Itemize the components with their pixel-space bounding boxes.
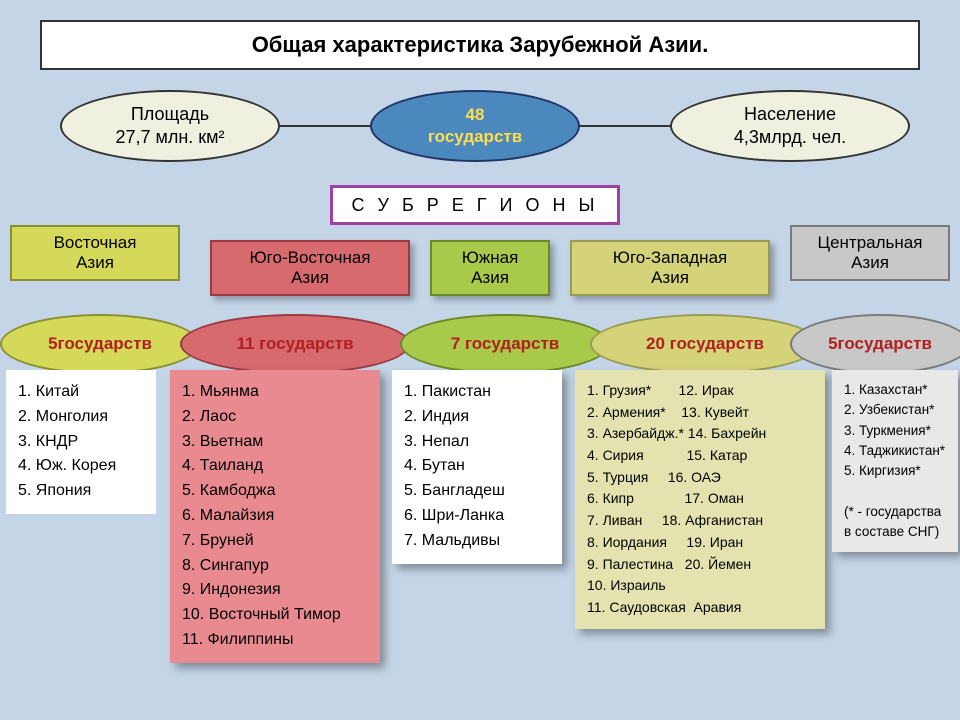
area-value: 27,7 млн. км² (115, 126, 224, 149)
page-title: Общая характеристика Зарубежной Азии. (40, 20, 920, 70)
country-list-cent: 1. Казахстан* 2. Узбекистан* 3. Туркмени… (832, 370, 958, 552)
states-label: государств (428, 126, 522, 148)
area-label: Площадь (131, 103, 209, 126)
country-list-south: 1. Пакистан 2. Индия 3. Непал 4. Бутан 5… (392, 370, 562, 564)
region-box-cent: ЦентральнаяАзия (790, 225, 950, 281)
connector-line (578, 125, 672, 127)
population-value: 4,3млрд. чел. (734, 126, 846, 149)
region-box-sw: Юго-ЗападнаяАзия (570, 240, 770, 296)
count-ellipse-south: 7 государств (400, 314, 610, 374)
region-box-east: ВосточнаяАзия (10, 225, 180, 281)
count-ellipse-east: 5государств (0, 314, 200, 374)
country-list-east: 1. Китай 2. Монголия 3. КНДР 4. Юж. Коре… (6, 370, 156, 514)
country-list-sw: 1. Грузия* 12. Ирак 2. Армения* 13. Куве… (575, 370, 825, 629)
states-value: 48 (466, 104, 485, 126)
area-ellipse: Площадь 27,7 млн. км² (60, 90, 280, 162)
count-ellipse-cent: 5государств (790, 314, 960, 374)
region-box-south: ЮжнаяАзия (430, 240, 550, 296)
country-list-se: 1. Мьянма 2. Лаос 3. Вьетнам 4. Таиланд … (170, 370, 380, 663)
count-ellipse-sw: 20 государств (590, 314, 820, 374)
connector-line (278, 125, 372, 127)
count-ellipse-se: 11 государств (180, 314, 410, 374)
subregions-header: С У Б Р Е Г И О Н Ы (330, 185, 620, 225)
states-ellipse: 48 государств (370, 90, 580, 162)
population-label: Население (744, 103, 836, 126)
region-box-se: Юго-ВосточнаяАзия (210, 240, 410, 296)
population-ellipse: Население 4,3млрд. чел. (670, 90, 910, 162)
